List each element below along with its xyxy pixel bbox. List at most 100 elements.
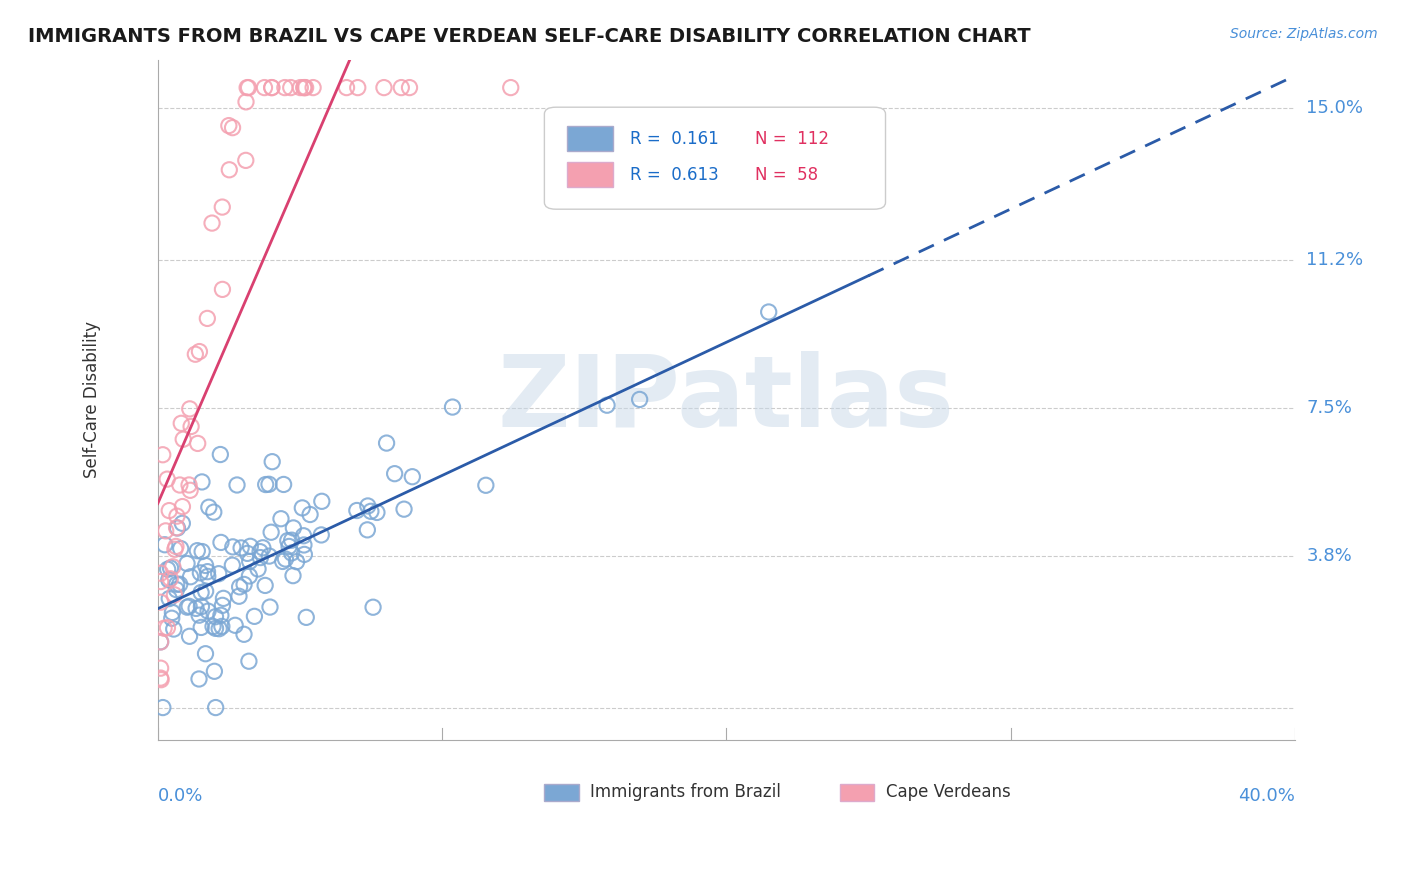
Bar bbox=[544, 784, 578, 801]
Point bbox=[280, 533, 302, 548]
Point bbox=[180, 570, 202, 584]
Point bbox=[156, 621, 179, 635]
Point bbox=[401, 469, 423, 483]
Point bbox=[243, 609, 266, 624]
Point bbox=[159, 572, 181, 586]
Point bbox=[218, 162, 240, 177]
Point bbox=[278, 540, 301, 554]
Text: 3.8%: 3.8% bbox=[1306, 547, 1353, 565]
Point bbox=[211, 599, 233, 613]
Point bbox=[149, 661, 172, 675]
Point bbox=[375, 436, 398, 450]
Point bbox=[208, 622, 231, 636]
Point bbox=[208, 566, 231, 581]
Point bbox=[211, 200, 233, 214]
Point bbox=[389, 80, 412, 95]
Point bbox=[212, 591, 235, 606]
Point bbox=[247, 562, 270, 576]
Point bbox=[277, 533, 299, 548]
Point bbox=[157, 503, 180, 517]
Point bbox=[188, 566, 211, 580]
Point bbox=[179, 401, 201, 416]
Point bbox=[197, 604, 219, 618]
Point bbox=[259, 600, 281, 615]
Point bbox=[262, 455, 284, 469]
Point bbox=[475, 478, 498, 492]
Point bbox=[201, 216, 224, 230]
Point bbox=[398, 80, 420, 95]
Point bbox=[190, 585, 212, 599]
Point bbox=[758, 305, 780, 319]
Point bbox=[149, 671, 172, 685]
Point bbox=[302, 80, 325, 95]
Point bbox=[194, 558, 217, 573]
Point bbox=[228, 580, 250, 594]
Point bbox=[187, 436, 209, 450]
Point bbox=[271, 554, 294, 568]
Point bbox=[204, 700, 226, 714]
Point bbox=[172, 432, 194, 446]
FancyBboxPatch shape bbox=[567, 126, 613, 152]
Point bbox=[184, 601, 207, 615]
Point bbox=[253, 80, 276, 95]
Point bbox=[295, 610, 318, 624]
Point bbox=[252, 541, 274, 555]
Point bbox=[335, 80, 357, 95]
Point bbox=[221, 120, 243, 135]
Point bbox=[226, 478, 249, 492]
Point bbox=[179, 629, 201, 643]
Point bbox=[204, 609, 226, 624]
Point bbox=[238, 654, 260, 668]
Point bbox=[260, 80, 283, 95]
Point bbox=[270, 512, 292, 526]
Point bbox=[149, 574, 172, 589]
Point bbox=[149, 595, 172, 609]
Point bbox=[209, 535, 232, 549]
Point bbox=[165, 540, 187, 554]
Text: 7.5%: 7.5% bbox=[1306, 399, 1353, 417]
Point bbox=[260, 525, 283, 540]
Point bbox=[155, 524, 177, 538]
Text: N =  58: N = 58 bbox=[755, 166, 818, 184]
Text: Immigrants from Brazil: Immigrants from Brazil bbox=[591, 783, 780, 801]
Point bbox=[280, 80, 302, 95]
Point bbox=[180, 419, 202, 434]
Point bbox=[292, 80, 315, 95]
Point bbox=[281, 568, 304, 582]
Point bbox=[188, 672, 211, 686]
Point bbox=[346, 503, 368, 517]
Point bbox=[229, 541, 252, 555]
Point bbox=[441, 400, 464, 414]
Point bbox=[162, 559, 184, 574]
Text: Self-Care Disability: Self-Care Disability bbox=[83, 321, 101, 478]
Point bbox=[202, 505, 225, 519]
Point bbox=[392, 502, 415, 516]
Point bbox=[190, 599, 212, 614]
Point bbox=[628, 392, 651, 407]
Point bbox=[254, 477, 277, 491]
Point bbox=[283, 521, 305, 535]
Text: Cape Verdeans: Cape Verdeans bbox=[886, 783, 1011, 801]
Point bbox=[357, 499, 380, 513]
Point bbox=[202, 619, 225, 633]
Point bbox=[236, 546, 259, 560]
Text: IMMIGRANTS FROM BRAZIL VS CAPE VERDEAN SELF-CARE DISABILITY CORRELATION CHART: IMMIGRANTS FROM BRAZIL VS CAPE VERDEAN S… bbox=[28, 27, 1031, 45]
Text: 11.2%: 11.2% bbox=[1306, 251, 1364, 268]
Point bbox=[274, 552, 297, 566]
Point bbox=[384, 467, 406, 481]
Point bbox=[238, 569, 260, 583]
Point bbox=[191, 475, 214, 489]
Point bbox=[209, 448, 232, 462]
Point bbox=[184, 347, 207, 361]
Point bbox=[172, 516, 194, 531]
Point bbox=[156, 562, 179, 576]
Text: R =  0.161: R = 0.161 bbox=[630, 130, 718, 148]
Point bbox=[222, 540, 245, 554]
Point bbox=[356, 523, 378, 537]
Point bbox=[163, 622, 186, 636]
Point bbox=[149, 635, 172, 649]
Point bbox=[149, 566, 172, 581]
Point bbox=[166, 509, 188, 524]
Text: ZIPatlas: ZIPatlas bbox=[498, 351, 955, 448]
Point bbox=[157, 573, 180, 587]
